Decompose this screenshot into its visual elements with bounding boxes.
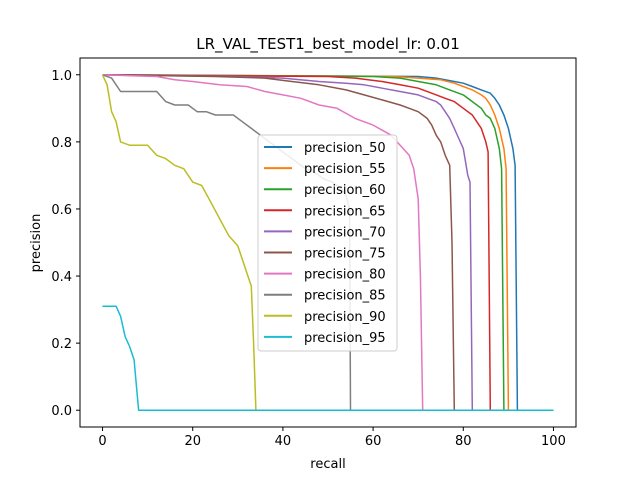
x-tick-label: 100: [541, 434, 566, 449]
chart-title: LR_VAL_TEST1_best_model_lr: 0.01: [196, 35, 460, 54]
legend-label-precision-70: precision_70: [304, 225, 386, 240]
x-tick-label: 40: [275, 434, 292, 449]
series-line-precision-55: [102, 74, 554, 411]
x-tick-label: 20: [184, 434, 201, 449]
series-line-precision-95: [102, 305, 554, 411]
legend-box: [257, 134, 398, 352]
series-line-precision-60: [102, 74, 554, 411]
x-tick-label: 0: [98, 434, 106, 449]
legend-label-precision-80: precision_80: [304, 268, 386, 283]
plot-frame: [79, 57, 577, 428]
y-tick-label: 0.2: [51, 337, 72, 352]
axis-ticks: 0 20 40 60 80 100 0.0 0.2 0.4 0.6 0.8 1.0: [51, 69, 566, 449]
x-axis-label: recall: [310, 457, 345, 472]
y-tick-label: 0.6: [51, 203, 72, 218]
series-line-precision-70: [102, 74, 554, 411]
series-line-precision-65: [102, 74, 554, 411]
y-tick-label: 0.0: [51, 404, 72, 419]
legend-label-precision-55: precision_55: [304, 162, 386, 177]
series-line-precision-75: [102, 74, 554, 411]
legend-label-precision-65: precision_65: [304, 204, 386, 219]
series-line-precision-80: [102, 74, 554, 411]
series-lines: [101, 74, 554, 411]
series-line-precision-90: [101, 74, 554, 411]
y-tick-label: 0.4: [51, 270, 72, 285]
x-tick-label: 80: [455, 434, 472, 449]
x-tick-label: 60: [365, 434, 382, 449]
y-tick-label: 1.0: [51, 69, 72, 84]
legend-label-precision-75: precision_75: [304, 247, 386, 262]
legend-label-precision-95: precision_95: [304, 331, 386, 346]
legend-label-precision-50: precision_50: [304, 141, 386, 156]
legend: precision_50 precision_55 precision_60prec…: [257, 134, 398, 352]
series-line-precision-50: [102, 74, 554, 411]
y-tick-label: 0.8: [51, 136, 72, 151]
legend-label-precision-90: precision_90: [304, 310, 386, 325]
y-axis-label: precision: [29, 214, 44, 273]
legend-label-precision-60: precision_60: [304, 183, 386, 198]
legend-label-precision-85: precision_85: [304, 289, 386, 304]
